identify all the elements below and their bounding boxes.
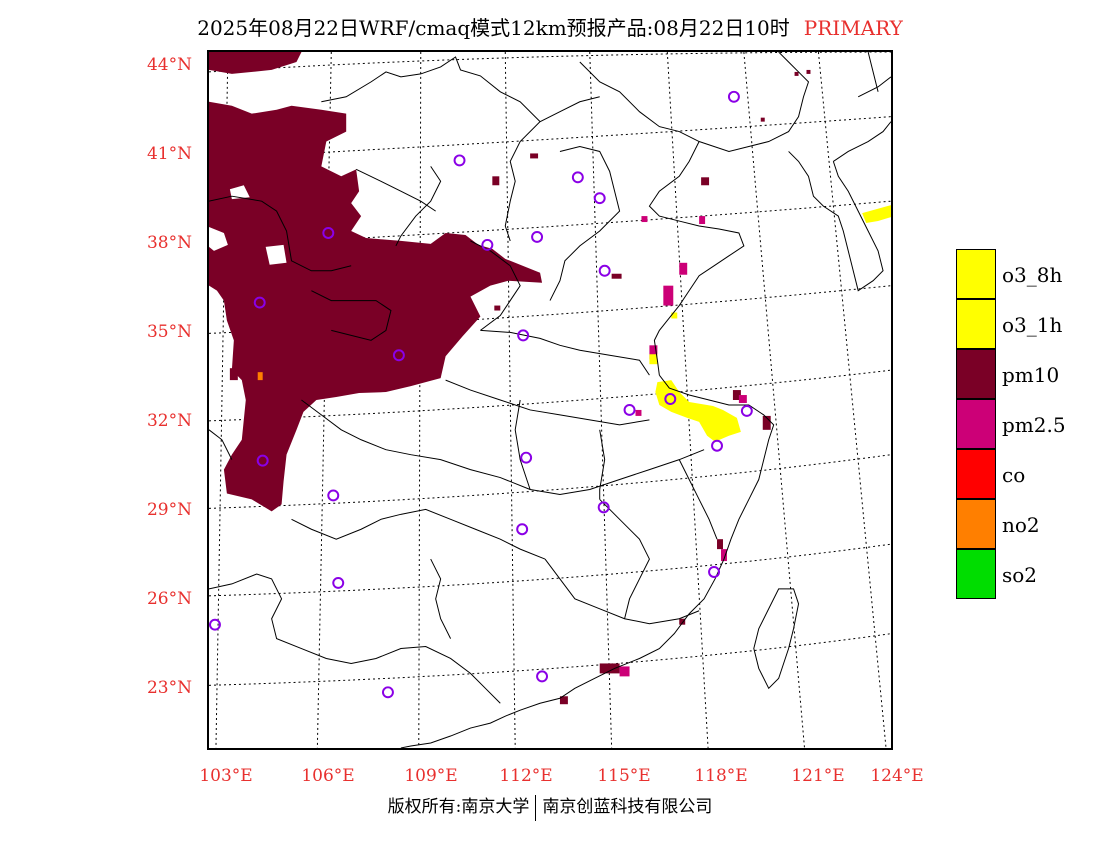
copyright-footer: 版权所有:南京大学 南京创蓝科技有限公司 — [0, 792, 1100, 821]
neighbor-coastlines — [753, 52, 891, 690]
map-title: 2025年08月22日WRF/cmaq模式12km预报产品:08月22日10时 P… — [0, 12, 1100, 41]
legend-swatch — [956, 299, 996, 349]
lat-label-41: 41°N — [146, 144, 192, 164]
legend-item-so2: so2 — [956, 549, 1076, 599]
pm25-spots — [619, 216, 747, 677]
map-panel — [207, 50, 893, 750]
lat-label-29: 29°N — [146, 500, 192, 520]
legend-item-o3-1h: o3_1h — [956, 299, 1076, 349]
station-marker — [664, 393, 677, 405]
footer-separator — [535, 794, 537, 821]
province-borders — [209, 52, 810, 748]
legend-swatch — [956, 349, 996, 399]
lat-label-35: 35°N — [146, 322, 192, 342]
lon-label-109: 109°E — [404, 766, 458, 786]
station-marker — [623, 403, 636, 416]
station-marker — [481, 238, 494, 251]
station-marker — [598, 264, 611, 277]
legend-item-no2: no2 — [956, 499, 1076, 549]
station-marker — [256, 454, 269, 467]
legend-swatch — [956, 449, 996, 499]
station-marker — [727, 90, 740, 103]
station-marker — [571, 171, 584, 184]
station-marker — [536, 670, 549, 683]
station-marker — [516, 523, 529, 536]
legend-swatch — [956, 399, 996, 449]
footer-copyright: 版权所有:南京大学 — [387, 797, 530, 817]
lat-label-23: 23°N — [146, 678, 192, 698]
station-marker — [332, 576, 345, 589]
station-marker — [322, 227, 335, 239]
legend-label: pm10 — [1002, 363, 1060, 387]
lat-label-26: 26°N — [146, 589, 192, 609]
lon-label-118: 118°E — [694, 766, 748, 786]
legend-label: o3_8h — [1002, 263, 1063, 287]
station-marker — [253, 296, 266, 309]
legend-item-pm25: pm2.5 — [956, 399, 1076, 449]
lat-label-32: 32°N — [146, 411, 192, 431]
o3-region — [649, 205, 891, 442]
station-marker — [392, 349, 405, 362]
station-marker — [381, 686, 394, 699]
station-marker — [327, 489, 340, 502]
station-marker — [740, 404, 753, 417]
legend-label: pm2.5 — [1002, 413, 1066, 437]
no2-spot — [257, 372, 263, 381]
station-marker — [597, 501, 610, 514]
lon-label-121: 121°E — [791, 766, 845, 786]
legend-item-pm10: pm10 — [956, 349, 1076, 399]
legend-label: co — [1002, 463, 1026, 487]
lat-label-44: 44°N — [146, 55, 192, 75]
station-marker — [453, 154, 466, 167]
station-markers — [209, 90, 753, 699]
title-primary-tag: PRIMARY — [803, 16, 903, 40]
station-marker — [517, 329, 530, 342]
pm10-region — [209, 52, 543, 512]
legend: o3_8h o3_1h pm10 pm2.5 co no2 so2 — [956, 249, 1076, 599]
pm10-gaps — [209, 185, 287, 265]
title-main: 2025年08月22日WRF/cmaq模式12km预报产品:08月22日10时 — [197, 16, 790, 40]
station-marker — [531, 230, 544, 243]
station-marker — [593, 192, 606, 205]
lat-label-38: 38°N — [146, 233, 192, 253]
lon-label-112: 112°E — [499, 766, 553, 786]
footer-company: 南京创蓝科技有限公司 — [542, 797, 713, 817]
station-marker — [711, 439, 723, 452]
legend-swatch — [956, 549, 996, 599]
pm10-spots — [492, 69, 811, 705]
graticule-lon — [215, 52, 887, 748]
lon-label-103: 103°E — [199, 766, 253, 786]
legend-swatch — [956, 249, 996, 299]
lon-label-115: 115°E — [597, 766, 651, 786]
legend-label: o3_1h — [1002, 313, 1063, 337]
lon-label-106: 106°E — [301, 766, 355, 786]
legend-item-o3-8h: o3_8h — [956, 249, 1076, 299]
lon-label-124: 124°E — [870, 766, 924, 786]
station-marker — [209, 618, 221, 631]
legend-item-co: co — [956, 449, 1076, 499]
legend-label: no2 — [1002, 513, 1040, 537]
legend-label: so2 — [1002, 563, 1038, 587]
station-marker — [520, 451, 533, 464]
legend-swatch — [956, 499, 996, 549]
map-canvas — [209, 52, 891, 748]
station-marker — [708, 566, 721, 578]
